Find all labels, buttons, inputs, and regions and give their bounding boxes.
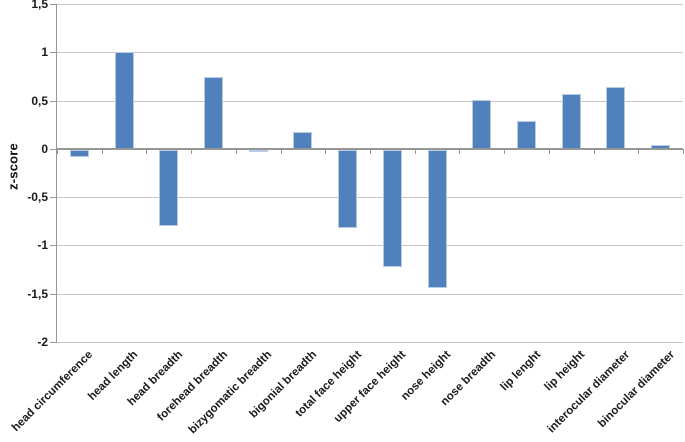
bar-head-circumference [69,149,89,157]
x-axis-tick [593,148,595,154]
x-axis-tick [638,148,640,154]
y-axis-tick [50,342,56,343]
bar-head-breadth [159,149,179,227]
bar-interocular-diameter [606,87,626,149]
gridline [57,197,683,199]
bar-lip-lenght [517,120,536,149]
gridline [57,293,683,295]
y-tick-label: 1,5 [31,0,48,11]
y-tick-label: -1 [37,238,48,253]
bar-upper-face-height [382,149,402,267]
bar-total-face-height [338,149,358,229]
bar-forehead-breadth [204,77,223,149]
y-axis-tick [50,197,56,199]
y-axis-tick [50,245,56,247]
x-axis-tick [235,148,237,154]
x-axis-tick [414,148,416,154]
x-axis-label: head circumference [10,348,96,435]
x-axis-tick [504,148,506,154]
x-axis-tick [280,148,282,154]
x-axis-tick [146,148,148,154]
gridline [57,100,683,102]
gridline [57,245,683,247]
y-axis-tick [50,52,56,54]
bar-bizygomatic-breadth [248,149,268,152]
x-axis-tick [548,148,550,154]
y-axis-tick [50,100,56,102]
y-axis-tick [50,4,56,5]
x-axis-tick [683,148,684,154]
y-tick-label: 0 [41,141,48,156]
bar-nose-height [427,149,447,288]
y-axis-title: z-score [5,143,21,190]
y-axis-tick [50,293,56,295]
x-axis-tick [101,148,103,154]
x-axis-tick [57,148,58,154]
y-tick-label: -1,5 [27,286,48,301]
x-axis-tick [459,148,461,154]
x-axis-tick [191,148,193,154]
gridline [57,342,683,343]
gridline [57,52,683,54]
y-axis-line [56,4,57,343]
bar-bigonial-breadth [293,131,313,149]
y-tick-label: 0,5 [31,93,48,108]
y-axis-tick [50,148,56,150]
y-tick-label: -0,5 [27,190,48,205]
gridline [57,4,683,5]
x-axis-tick [370,148,371,154]
bar-head-length [114,52,134,149]
y-tick-label: 1 [41,45,48,60]
y-tick-label: -2 [37,335,48,349]
bar-lip-height [561,93,581,149]
bar-nose-breadth [472,99,492,149]
x-axis-tick [325,148,327,154]
